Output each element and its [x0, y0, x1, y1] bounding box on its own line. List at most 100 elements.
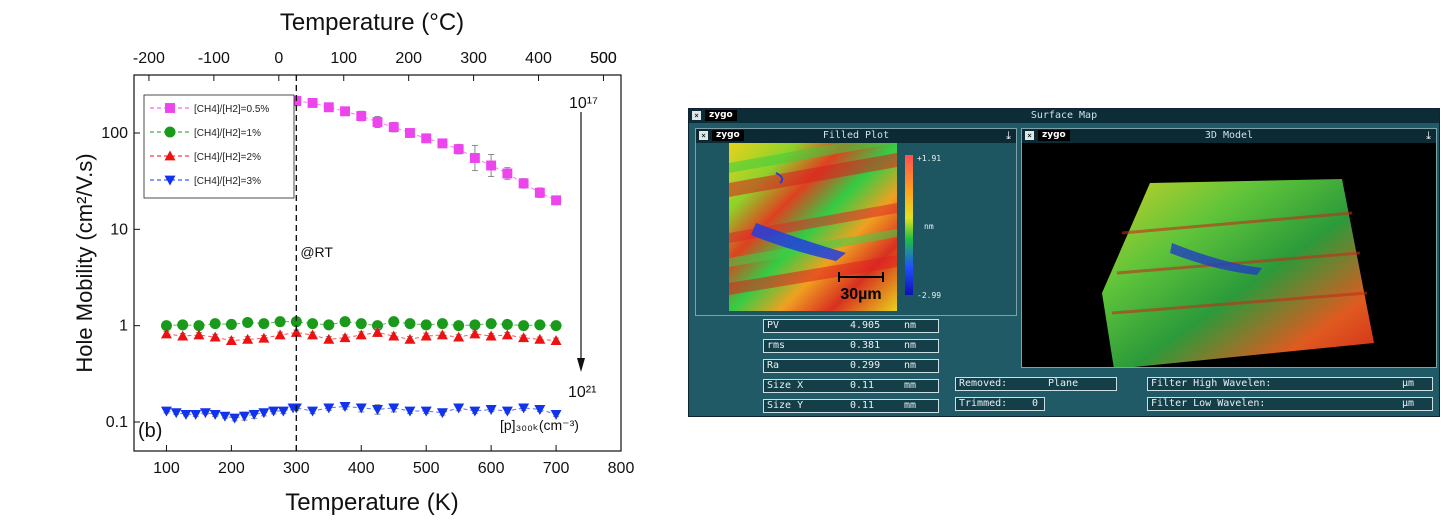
- arrowhead-icon: [577, 358, 585, 372]
- data-point: [502, 168, 513, 179]
- data-point: [160, 320, 172, 332]
- mobility-chart: Temperature (°C) Temperature (K) Hole Mo…: [0, 0, 680, 526]
- removed-value: Plane: [1048, 378, 1079, 389]
- x-axis-title: Temperature (K): [285, 489, 458, 516]
- filter-low-unit: µm: [1402, 398, 1415, 409]
- data-point: [355, 318, 367, 330]
- top-tick-label: 500: [590, 50, 617, 67]
- stat-row: Size X 0.11 mm: [763, 379, 939, 393]
- data-point: [453, 331, 465, 342]
- data-point: [437, 138, 448, 149]
- data-point: [501, 406, 513, 417]
- y-tick-label: 100: [101, 125, 128, 142]
- data-point: [229, 413, 241, 424]
- stat-label: PV: [767, 320, 780, 331]
- data-point: [219, 411, 231, 422]
- data-point: [469, 328, 481, 339]
- scalebar-label: 30µm: [840, 286, 881, 303]
- stat-value: 0.11: [850, 400, 875, 411]
- trimmed-label: Trimmed:: [959, 398, 1008, 409]
- top-tick-label: 400: [525, 50, 552, 67]
- data-point: [339, 402, 351, 412]
- data-point: [420, 406, 432, 417]
- data-point: [193, 320, 205, 332]
- data-point: [404, 333, 416, 344]
- data-point: [518, 320, 530, 332]
- pin-icon[interactable]: ⤓: [1426, 129, 1431, 142]
- data-point: [550, 335, 562, 345]
- top-tick-label: 200: [395, 50, 422, 67]
- stat-label: Size X: [767, 380, 804, 391]
- data-point: [453, 144, 464, 155]
- filled-plot-image: +1.91 nm -2.99 30µm: [729, 143, 941, 311]
- data-point: [323, 319, 335, 331]
- data-point: [242, 316, 254, 328]
- rt-label: @RT: [300, 244, 333, 260]
- data-point: [160, 328, 172, 339]
- filter-low-label: Filter Low Wavelen:: [1151, 398, 1266, 409]
- data-point: [501, 318, 513, 330]
- y-axis-title: Hole Mobility (cm²/V.s): [72, 153, 97, 372]
- stat-label: Ra: [767, 360, 780, 371]
- data-point: [274, 329, 286, 340]
- y-tick-label: 10: [110, 221, 128, 238]
- y-tick-label: 1: [119, 318, 128, 335]
- filter-low-field: Filter Low Wavelen: µm: [1147, 397, 1433, 411]
- data-point: [485, 330, 497, 341]
- zygo-logo: zygo: [712, 130, 744, 141]
- data-point: [340, 106, 350, 117]
- data-point: [323, 102, 334, 113]
- color-scale-bar: [905, 155, 913, 295]
- stat-value: 0.11: [850, 380, 875, 391]
- legend-label: [CH4]/[H2]=3%: [194, 176, 261, 187]
- trimmed-value: 0: [1032, 398, 1039, 409]
- data-point: [453, 320, 465, 332]
- legend-label: [CH4]/[H2]=0.5%: [194, 104, 269, 115]
- data-point: [420, 319, 432, 331]
- filled-plot-title: Filled Plot: [822, 130, 890, 141]
- stat-value: 0.381: [850, 340, 881, 351]
- top-tick-label: 300: [460, 50, 487, 67]
- data-point: [469, 153, 480, 163]
- data-point: [405, 128, 415, 138]
- data-point: [258, 408, 270, 419]
- close-icon[interactable]: ×: [692, 111, 701, 120]
- data-point: [323, 403, 335, 414]
- data-point: [355, 403, 367, 414]
- data-point: [290, 316, 302, 328]
- data-point: [307, 318, 319, 330]
- scale-unit-label: nm: [924, 222, 934, 231]
- data-point: [550, 409, 562, 420]
- stat-value: 0.299: [850, 360, 881, 371]
- depression-region: [751, 223, 846, 261]
- 3d-model-image: [1022, 143, 1436, 367]
- data-point: [164, 150, 176, 161]
- x-tick-label: 600: [478, 460, 505, 477]
- data-point: [550, 320, 562, 332]
- data-point: [307, 329, 319, 340]
- legend: [CH4]/[H2]=0.5% [CH4]/[H2]=1% [CH4]/[H2]=2…: [143, 94, 295, 199]
- data-point: [339, 332, 351, 343]
- data-point: [307, 406, 319, 417]
- data-marks: [160, 95, 562, 424]
- data-point: [258, 318, 270, 330]
- data-point: [160, 406, 172, 417]
- scale-bottom-label: -2.99: [917, 291, 941, 300]
- close-icon[interactable]: ×: [1025, 131, 1034, 140]
- filter-high-field: Filter High Wavelen: µm: [1147, 377, 1433, 391]
- legend-label: [CH4]/[H2]=1%: [194, 128, 261, 139]
- data-point: [436, 408, 448, 419]
- close-icon[interactable]: ×: [699, 131, 708, 140]
- x-tick-label: 400: [348, 460, 375, 477]
- x-tick-label: 800: [608, 460, 635, 477]
- pin-icon[interactable]: ⤓: [1006, 129, 1011, 142]
- data-point: [258, 332, 270, 343]
- data-point: [355, 329, 367, 340]
- scale-top-label: +1.91: [917, 154, 941, 163]
- data-point: [534, 333, 546, 344]
- filter-high-unit: µm: [1402, 378, 1415, 389]
- top-tick-label: 0: [274, 50, 283, 67]
- data-point: [323, 333, 335, 344]
- y-tick-label: 0.1: [106, 414, 128, 431]
- data-point: [290, 326, 302, 337]
